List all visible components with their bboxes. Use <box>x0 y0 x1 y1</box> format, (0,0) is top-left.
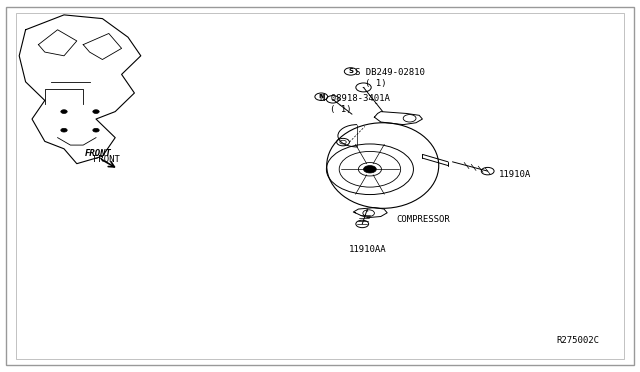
Text: S: S <box>348 68 353 74</box>
FancyBboxPatch shape <box>6 7 634 365</box>
Text: R275002C: R275002C <box>557 336 600 345</box>
Text: ( 1): ( 1) <box>330 105 351 114</box>
Text: ( 1): ( 1) <box>365 79 387 88</box>
Text: S DB249-02810: S DB249-02810 <box>355 68 425 77</box>
Circle shape <box>61 110 67 113</box>
Circle shape <box>364 166 376 173</box>
Circle shape <box>93 110 99 113</box>
Circle shape <box>61 128 67 132</box>
Text: COMPRESSOR: COMPRESSOR <box>397 215 451 224</box>
FancyBboxPatch shape <box>16 13 624 359</box>
Text: N: N <box>319 94 324 99</box>
Ellipse shape <box>326 123 439 208</box>
Text: FRONT: FRONT <box>93 155 120 164</box>
Text: 11910AA: 11910AA <box>349 245 387 254</box>
Circle shape <box>93 128 99 132</box>
Text: 11910A: 11910A <box>499 170 531 179</box>
Text: N 08918-3401A: N 08918-3401A <box>320 94 390 103</box>
Text: FRONT: FRONT <box>85 149 112 158</box>
